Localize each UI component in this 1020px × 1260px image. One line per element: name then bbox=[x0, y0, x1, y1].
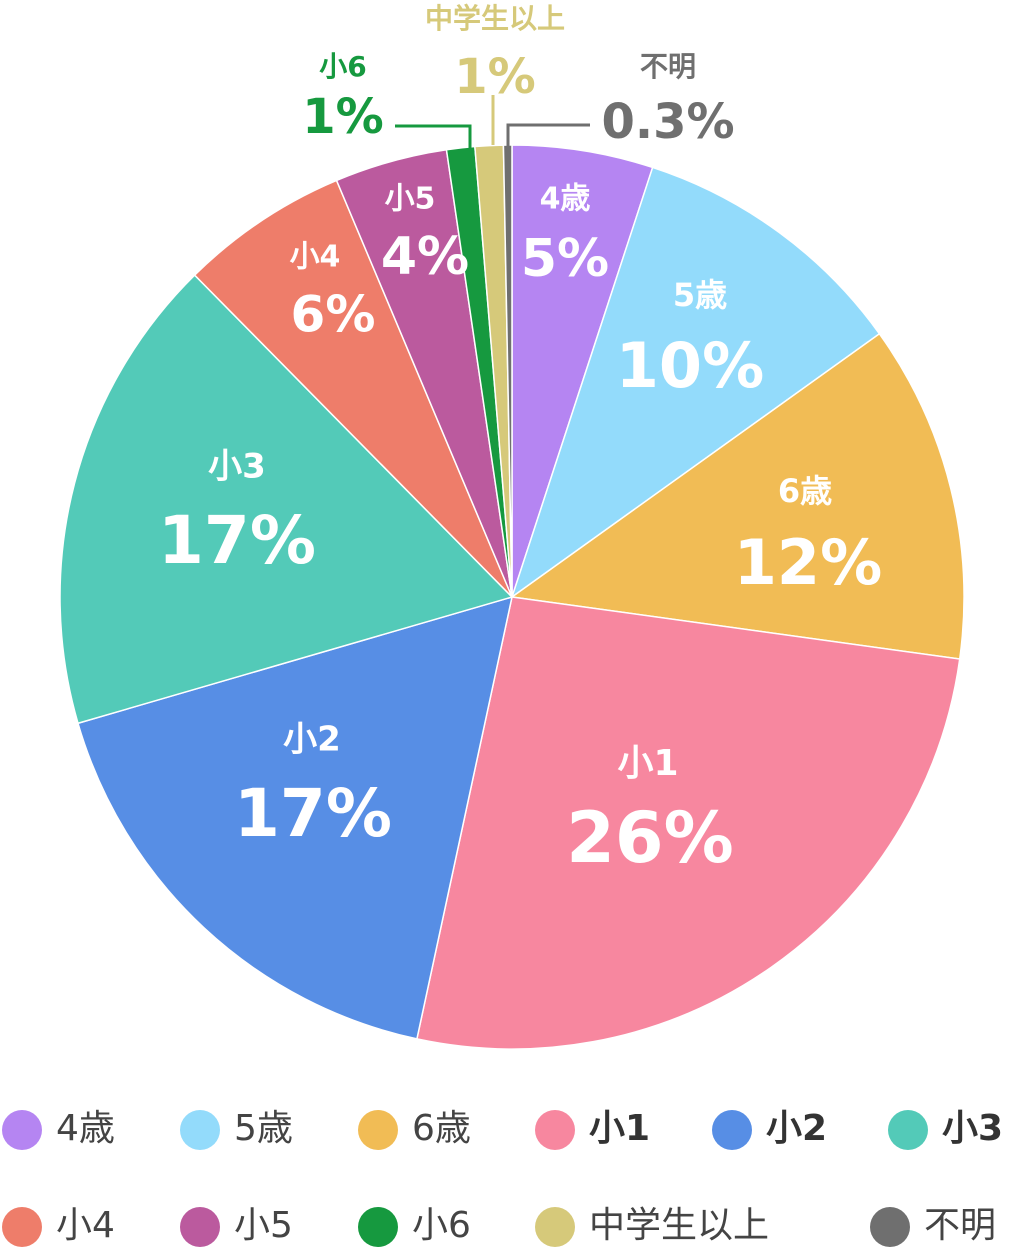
data-label: 4% bbox=[381, 227, 469, 287]
pie-slice bbox=[510, 332, 965, 660]
legend-label: 6歳 bbox=[412, 1108, 471, 1149]
legend-swatch bbox=[180, 1207, 220, 1247]
data-label: 6% bbox=[291, 286, 376, 344]
pie-slice bbox=[511, 144, 654, 598]
data-label: 17% bbox=[234, 775, 392, 852]
data-label: 1% bbox=[454, 49, 536, 105]
legend-label: 小2 bbox=[766, 1108, 827, 1149]
slice-name: 5歳 bbox=[673, 276, 727, 314]
slice-name: 小5 bbox=[385, 182, 436, 217]
data-label: 5% bbox=[521, 229, 609, 289]
legend-swatch bbox=[870, 1207, 910, 1247]
legend-swatch bbox=[888, 1110, 928, 1150]
legend-label: 小5 bbox=[234, 1205, 293, 1246]
legend-label: 小4 bbox=[56, 1205, 115, 1246]
legend-swatch bbox=[358, 1207, 398, 1247]
legend-swatch bbox=[535, 1110, 575, 1150]
legend-swatch bbox=[358, 1110, 398, 1150]
slice-name: 小3 bbox=[208, 447, 266, 487]
slice-name: 小4 bbox=[290, 240, 341, 275]
data-label: 1% bbox=[302, 89, 384, 145]
data-label: 17% bbox=[158, 502, 316, 579]
pie-slice bbox=[416, 596, 961, 1050]
legend-swatch bbox=[2, 1110, 42, 1150]
slice-name: 不明 bbox=[640, 50, 696, 83]
legend-label: 小1 bbox=[589, 1108, 650, 1149]
legend-swatch bbox=[2, 1207, 42, 1247]
legend-label: 不明 bbox=[924, 1205, 996, 1246]
legend-label: 5歳 bbox=[234, 1108, 293, 1149]
slice-name: 小1 bbox=[617, 743, 678, 784]
data-label: 12% bbox=[734, 526, 882, 599]
leader-line bbox=[395, 124, 472, 150]
pie-slice bbox=[510, 166, 881, 599]
legend-label: 中学生以上 bbox=[589, 1205, 769, 1246]
slice-name: 中学生以上 bbox=[425, 2, 565, 35]
pie-slice bbox=[59, 274, 514, 725]
slice-name: 小6 bbox=[319, 50, 366, 83]
legend-label: 小6 bbox=[412, 1205, 471, 1246]
data-label: 0.3% bbox=[601, 94, 734, 150]
legend-label: 小3 bbox=[942, 1108, 1003, 1149]
legend-label: 4歳 bbox=[56, 1108, 115, 1149]
pie-slice bbox=[193, 179, 513, 598]
data-label: 10% bbox=[616, 329, 764, 402]
leader-line bbox=[506, 123, 590, 148]
slice-name: 6歳 bbox=[778, 472, 832, 510]
legend-swatch bbox=[712, 1110, 752, 1150]
pie-slice bbox=[77, 595, 513, 1040]
data-label: 26% bbox=[566, 797, 734, 879]
slice-name: 小2 bbox=[283, 720, 341, 760]
legend-swatch bbox=[535, 1207, 575, 1247]
slice-name: 4歳 bbox=[540, 182, 591, 217]
legend-swatch bbox=[180, 1110, 220, 1150]
